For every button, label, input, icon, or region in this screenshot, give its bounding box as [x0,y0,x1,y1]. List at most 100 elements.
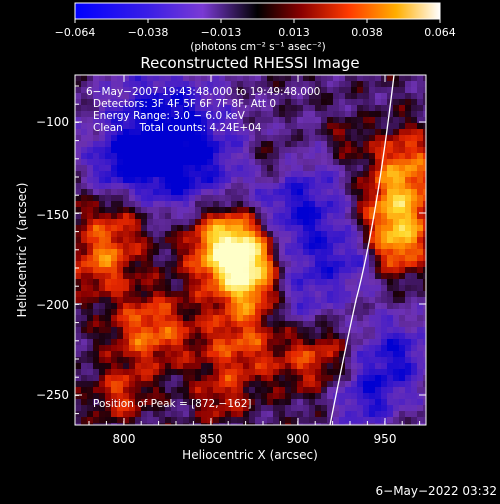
heatmap-cell [399,213,405,219]
heatmap-cell [207,237,213,243]
colorbar-tick-label: 0.038 [351,26,383,39]
heatmap-cell [243,219,249,225]
heatmap-cell [207,315,213,321]
heatmap-cell [333,297,339,303]
heatmap-cell [369,351,375,357]
heatmap-cell [129,309,135,315]
heatmap-cell [297,261,303,267]
heatmap-cell [363,387,369,393]
heatmap-cell [201,303,207,309]
heatmap-cell [267,267,273,273]
heatmap-cell [273,159,279,165]
heatmap-cell [411,387,417,393]
heatmap-cell [237,219,243,225]
heatmap-cell [129,291,135,297]
heatmap-cell [411,231,417,237]
heatmap-cell [87,171,93,177]
heatmap-cell [357,399,363,405]
heatmap-cell [267,213,273,219]
heatmap-cell [273,417,279,423]
heatmap-cell [291,375,297,381]
heatmap-cell [201,363,207,369]
heatmap-cell [195,279,201,285]
heatmap-cell [303,105,309,111]
heatmap-cell [363,285,369,291]
heatmap-cell [279,255,285,261]
heatmap-cell [405,243,411,249]
heatmap-cell [117,297,123,303]
heatmap-cell [165,351,171,357]
heatmap-cell [231,387,237,393]
heatmap-cell [375,297,381,303]
heatmap-cell [117,273,123,279]
heatmap-cell [333,327,339,333]
heatmap-cell [285,333,291,339]
heatmap-cell [351,159,357,165]
heatmap-cell [339,231,345,237]
heatmap-cell [207,327,213,333]
heatmap-cell [315,105,321,111]
heatmap-cell [195,237,201,243]
heatmap-cell [267,381,273,387]
heatmap-cell [285,189,291,195]
heatmap-cell [369,93,375,99]
heatmap-cell [243,177,249,183]
heatmap-cell [141,333,147,339]
heatmap-cell [255,339,261,345]
heatmap-cell [405,399,411,405]
heatmap-cell [375,417,381,423]
heatmap-cell [327,405,333,411]
heatmap-cell [309,177,315,183]
heatmap-cell [183,279,189,285]
heatmap-cell [405,291,411,297]
heatmap-cell [399,195,405,201]
heatmap-cell [159,285,165,291]
heatmap-cell [357,303,363,309]
heatmap-cell [273,141,279,147]
heatmap-cell [279,147,285,153]
heatmap-cell [201,249,207,255]
heatmap-cell [219,297,225,303]
heatmap-cell [243,357,249,363]
heatmap-cell [213,273,219,279]
colorbar-tick-label: −0.038 [128,26,169,39]
heatmap-cell [237,273,243,279]
heatmap-cell [357,81,363,87]
heatmap-cell [75,195,81,201]
heatmap-cell [405,405,411,411]
heatmap-cell [393,141,399,147]
heatmap-cell [345,315,351,321]
heatmap-cell [141,171,147,177]
heatmap-cell [213,381,219,387]
heatmap-cell [195,381,201,387]
heatmap-cell [297,339,303,345]
heatmap-cell [183,333,189,339]
heatmap-cell [81,129,87,135]
heatmap-cell [87,267,93,273]
heatmap-cell [339,309,345,315]
heatmap-cell [411,339,417,345]
heatmap-cell [261,381,267,387]
heatmap-cell [393,267,399,273]
heatmap-cell [207,321,213,327]
heatmap-cell [105,345,111,351]
heatmap-cell [339,327,345,333]
heatmap-cell [87,279,93,285]
heatmap-cell [243,75,249,81]
heatmap-cell [147,351,153,357]
heatmap-cell [303,309,309,315]
heatmap-cell [147,363,153,369]
heatmap-cell [405,387,411,393]
heatmap-cell [321,87,327,93]
heatmap-cell [249,183,255,189]
heatmap-cell [333,231,339,237]
heatmap-cell [393,219,399,225]
heatmap-cell [375,273,381,279]
heatmap-cell [105,285,111,291]
heatmap-cell [357,165,363,171]
heatmap-cell [291,147,297,153]
heatmap-cell [393,351,399,357]
heatmap-cell [381,393,387,399]
heatmap-cell [351,417,357,423]
heatmap-cell [297,315,303,321]
